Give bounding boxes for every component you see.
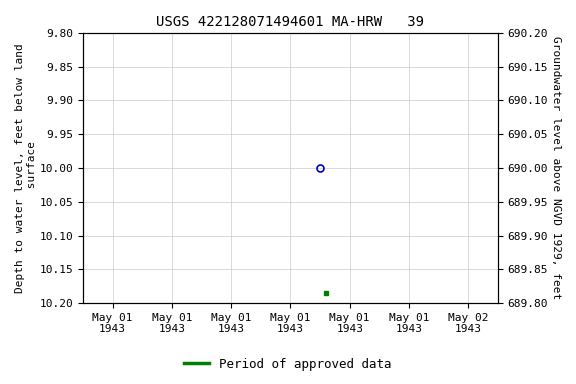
- Y-axis label: Depth to water level, feet below land
 surface: Depth to water level, feet below land su…: [15, 43, 37, 293]
- Y-axis label: Groundwater level above NGVD 1929, feet: Groundwater level above NGVD 1929, feet: [551, 36, 561, 300]
- Title: USGS 422128071494601 MA-HRW   39: USGS 422128071494601 MA-HRW 39: [157, 15, 425, 29]
- Legend: Period of approved data: Period of approved data: [179, 353, 397, 376]
